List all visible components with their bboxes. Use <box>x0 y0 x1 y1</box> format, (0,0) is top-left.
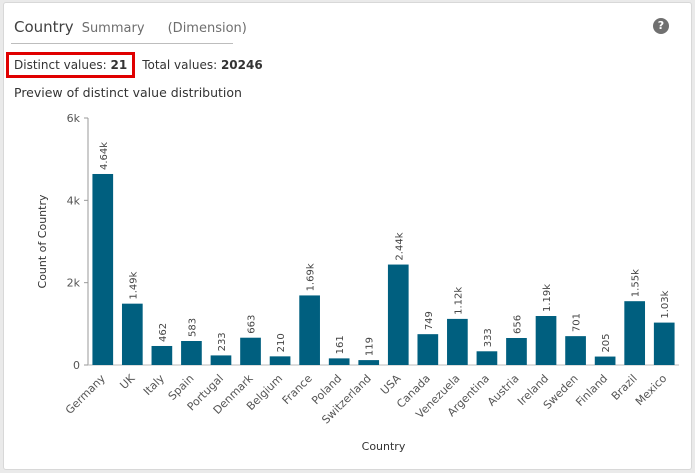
stats-row: Distinct values: 21 Total values: 20246 <box>6 52 263 78</box>
x-tick-label: Austria <box>485 372 522 409</box>
distinct-values-stat: Distinct values: 21 <box>6 52 136 78</box>
y-axis-title: Count of Country <box>36 194 49 288</box>
distinct-values-count: 21 <box>110 58 128 72</box>
data-label: 701 <box>572 313 583 332</box>
bar <box>387 264 409 365</box>
data-label: 119 <box>365 337 376 356</box>
data-label: 1.69k <box>306 263 317 291</box>
bar <box>181 340 202 365</box>
data-label: 1.55k <box>631 269 642 297</box>
data-label: 1.49k <box>128 271 139 299</box>
y-tick-label: 4k <box>67 194 81 207</box>
x-tick-label: USA <box>378 372 404 398</box>
bar <box>417 334 439 365</box>
header-divider <box>11 43 233 44</box>
data-label: 233 <box>217 332 228 351</box>
bar <box>92 173 114 365</box>
panel-header: Country Summary (Dimension) <box>14 17 247 36</box>
data-label: 1.19k <box>542 284 553 312</box>
x-tick-label: Mexico <box>633 372 670 409</box>
y-tick-label: 0 <box>73 359 80 372</box>
x-tick-label: UK <box>117 371 138 392</box>
distinct-values-label: Distinct values: <box>14 58 107 72</box>
data-label: 161 <box>335 335 346 354</box>
data-label: 663 <box>247 315 258 334</box>
y-tick-label: 6k <box>67 112 81 125</box>
data-label: 4.64k <box>99 142 110 170</box>
bar <box>358 360 380 365</box>
data-label: 1.03k <box>660 290 671 318</box>
bar <box>269 356 291 365</box>
x-tick-label: France <box>280 372 315 407</box>
data-label: 749 <box>424 311 435 330</box>
bar <box>594 356 616 365</box>
y-tick-label: 2k <box>67 277 81 290</box>
total-values-count: 20246 <box>220 58 263 72</box>
data-label: 583 <box>187 318 198 337</box>
data-label: 656 <box>512 315 523 334</box>
data-label: 210 <box>276 333 287 352</box>
data-label: 205 <box>601 333 612 352</box>
bar <box>624 301 646 365</box>
bar <box>121 303 143 365</box>
data-label: 462 <box>158 323 169 342</box>
data-label: 1.12k <box>453 287 464 315</box>
bar <box>447 318 468 365</box>
field-summary-panel: Country Summary (Dimension) ? Distinct v… <box>3 2 692 470</box>
bar <box>299 295 320 365</box>
bar <box>565 336 586 365</box>
x-tick-label: Germany <box>63 372 108 417</box>
distribution-bar-chart: 02k4k6k4.64kGermany1.49kUK462Italy583Spa… <box>36 112 679 453</box>
total-values-label: Total values: <box>142 58 218 72</box>
bar <box>506 337 527 365</box>
x-tick-label: Italy <box>141 372 167 398</box>
summary-label: Summary <box>81 21 145 36</box>
field-type-label: (Dimension) <box>167 21 247 36</box>
x-axis-title: Country <box>362 440 406 453</box>
bar <box>210 355 232 365</box>
bar <box>653 322 675 365</box>
help-icon[interactable]: ? <box>653 18 669 34</box>
preview-title: Preview of distinct value distribution <box>14 85 242 100</box>
bar <box>328 358 350 365</box>
bar <box>240 337 261 365</box>
field-title: Country <box>14 18 74 36</box>
bar <box>151 345 173 365</box>
data-label: 2.44k <box>394 232 405 260</box>
bar <box>476 351 498 365</box>
bar <box>535 316 557 365</box>
data-label: 333 <box>483 328 494 347</box>
x-tick-label: Finland <box>573 372 610 409</box>
total-values-stat: Total values: 20246 <box>142 52 263 78</box>
